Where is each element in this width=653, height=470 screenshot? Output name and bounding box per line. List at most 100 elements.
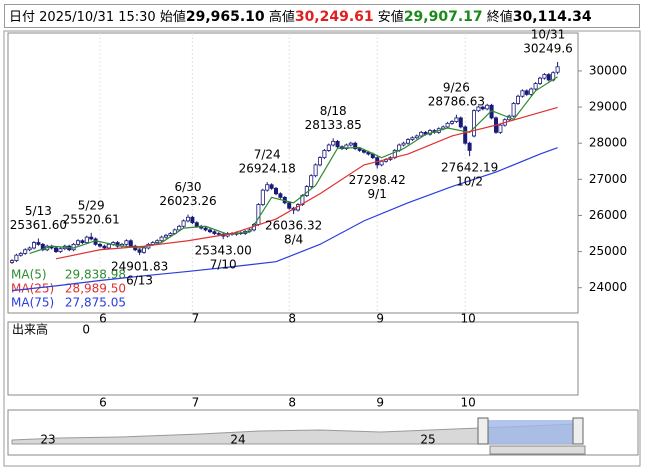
- candle-body: [348, 142, 353, 146]
- legend-value: 29,838.98: [65, 268, 126, 282]
- annotation-value: 30249.6: [523, 41, 573, 55]
- open-label: 始値: [159, 10, 186, 25]
- candle-body: [207, 229, 212, 233]
- candle-body: [80, 240, 85, 243]
- candle-body: [84, 236, 89, 243]
- frame: [3, 30, 641, 467]
- candle-body: [18, 252, 23, 256]
- legend-value: 27,875.05: [65, 296, 126, 310]
- candle-body: [542, 74, 547, 79]
- candle-body: [471, 110, 476, 137]
- candle-body: [273, 187, 278, 195]
- annotation-value: 26036.32: [265, 219, 322, 233]
- annotation-value: 27642.19: [441, 161, 498, 175]
- candle-body: [106, 243, 111, 249]
- candle-body: [344, 144, 349, 150]
- candle-body: [480, 106, 485, 110]
- x-tick-label: 9: [376, 396, 384, 410]
- candle-body: [463, 126, 468, 144]
- candle-body: [163, 234, 168, 238]
- annotation-date: 7/10: [210, 258, 237, 272]
- candle-body: [331, 140, 336, 146]
- x-tick-label: 6: [99, 312, 107, 326]
- candle-body: [181, 220, 186, 227]
- candle-body: [322, 150, 327, 159]
- candle-body: [269, 184, 274, 189]
- candle-body: [203, 227, 208, 231]
- annotation-value: 24901.83: [111, 260, 168, 274]
- candle-body: [361, 150, 366, 153]
- annotation-date: 7/24: [254, 148, 281, 162]
- legend-name: MA(5): [11, 268, 47, 282]
- annotation-date: 5/13: [25, 204, 52, 218]
- candle-body: [32, 242, 37, 249]
- candle-body: [58, 248, 63, 252]
- annotation-value: 27298.42: [349, 173, 406, 187]
- y-tick-label: 25000: [589, 244, 627, 258]
- candle-body: [27, 247, 32, 251]
- candle-body: [511, 103, 516, 117]
- candle-body: [102, 245, 107, 249]
- candle-body: [379, 160, 384, 166]
- candle-body: [326, 144, 331, 151]
- candle-body: [115, 242, 120, 247]
- candle-body: [76, 240, 81, 245]
- candle-body: [168, 233, 173, 236]
- x-tick-label: 6: [99, 396, 107, 410]
- volume-value: 0: [82, 323, 90, 337]
- candle-body: [410, 137, 415, 140]
- open-value: 29,965.10: [185, 9, 265, 25]
- scrollbar[interactable]: [489, 445, 586, 455]
- annotation-value: 26023.26: [159, 194, 216, 208]
- candle-body: [155, 240, 160, 243]
- y-tick-label: 30000: [589, 63, 627, 77]
- navigator-handle[interactable]: [572, 417, 584, 445]
- x-tick-label: 10: [461, 312, 476, 326]
- candle-body: [98, 243, 103, 247]
- candle-body: [313, 164, 318, 177]
- main-pane: [7, 32, 579, 314]
- y-tick-label: 29000: [589, 100, 627, 114]
- candle-body: [260, 189, 265, 206]
- candle-body: [128, 240, 133, 247]
- x-tick-label: 8: [288, 312, 296, 326]
- candle-body: [185, 216, 190, 222]
- navigator-selection[interactable]: [484, 420, 575, 444]
- high-value: 30,249.61: [294, 9, 374, 25]
- candle-body: [401, 142, 406, 146]
- candle-body: [194, 222, 199, 227]
- candle-body: [485, 104, 490, 110]
- annotation-date: 8/4: [284, 233, 303, 247]
- navigator-handle[interactable]: [477, 417, 489, 445]
- volume-pane: [7, 321, 579, 396]
- candle-body: [529, 88, 534, 95]
- candle-body: [353, 142, 358, 150]
- annotation-date: 8/18: [320, 104, 347, 118]
- candle-body: [516, 95, 521, 104]
- x-tick-label: 8: [288, 396, 296, 410]
- low-label: 安値: [377, 10, 404, 25]
- candle-body: [159, 236, 164, 242]
- ma-line: [55, 106, 558, 260]
- legend-name: MA(75): [11, 296, 54, 310]
- candle-body: [454, 117, 459, 122]
- candle-body: [520, 90, 525, 97]
- annotation-value: 28133.85: [305, 118, 362, 132]
- candle-body: [538, 77, 543, 84]
- candle-body: [9, 260, 14, 263]
- candle-body: [467, 142, 472, 151]
- candle-body: [533, 83, 538, 90]
- candle-body: [414, 135, 419, 139]
- header: 日付 2025/10/31 15:30 始値29,965.10 高値30,249…: [4, 4, 640, 28]
- candle-body: [498, 124, 503, 133]
- date: 2025/10/31 15:30: [39, 10, 156, 25]
- candle-body: [357, 148, 362, 151]
- candle-body: [405, 139, 410, 144]
- candle-body: [419, 131, 424, 137]
- annotation-date: 6/30: [175, 180, 202, 194]
- candle-body: [278, 193, 283, 198]
- low-value: 29,907.17: [403, 9, 483, 25]
- y-tick-label: 24000: [589, 280, 627, 294]
- x-tick-label: 9: [376, 312, 384, 326]
